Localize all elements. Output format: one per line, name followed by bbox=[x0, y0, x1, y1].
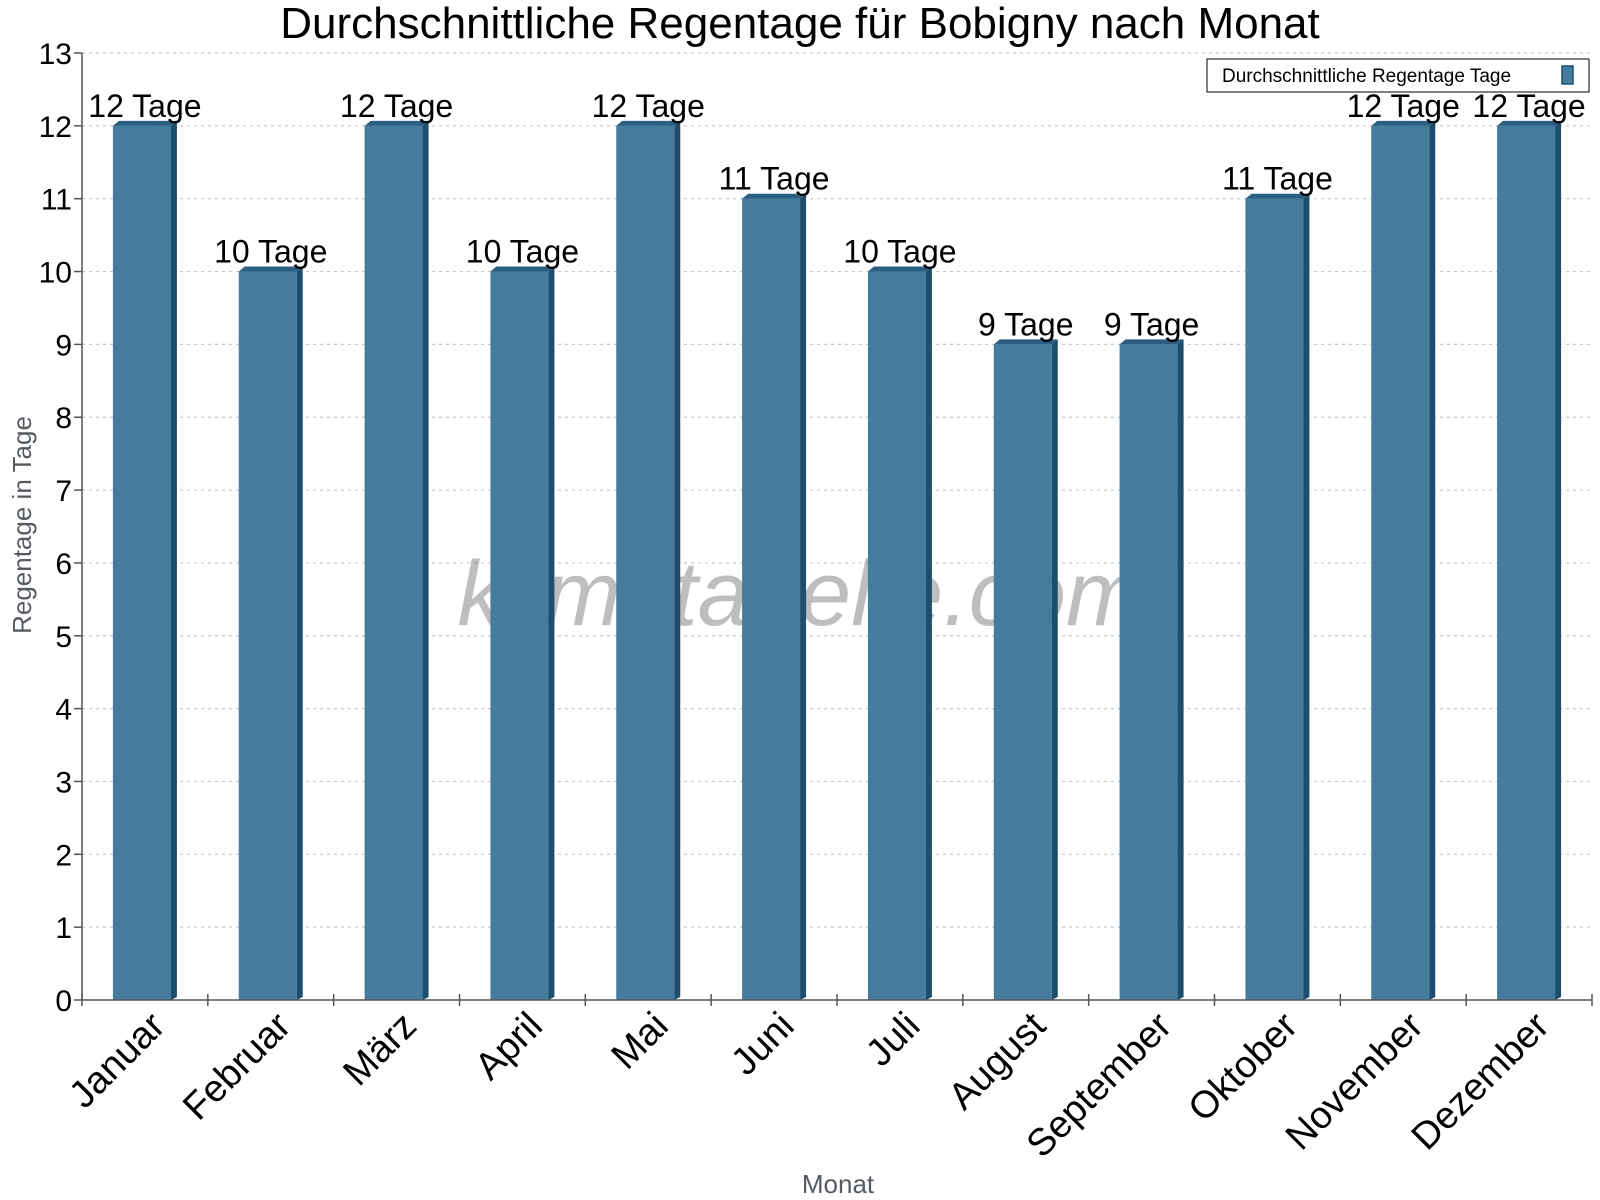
data-label: 12 Tage bbox=[340, 88, 453, 124]
data-labels: 12 Tage 10 Tage 12 Tage 10 Tage 12 Tage 11 Ta… bbox=[88, 88, 1585, 343]
x-tick-label: Dezember bbox=[1404, 1004, 1558, 1158]
bar-side bbox=[548, 266, 555, 1000]
bar-side bbox=[296, 266, 303, 1000]
bar-top bbox=[1245, 193, 1310, 199]
y-tick-label: 6 bbox=[55, 548, 72, 581]
y-axis-title: Regentage in Tage bbox=[7, 416, 37, 634]
data-label: 11 Tage bbox=[1222, 161, 1333, 197]
y-tick-label: 5 bbox=[55, 621, 72, 654]
y-tick-label: 8 bbox=[55, 402, 72, 435]
x-tick-label: Oktober bbox=[1181, 1004, 1307, 1130]
data-label: 9 Tage bbox=[1104, 306, 1200, 342]
x-tick-label: Januar bbox=[61, 1004, 173, 1116]
x-tick-label: Juli bbox=[858, 1005, 928, 1075]
bar-top bbox=[742, 193, 807, 199]
data-label: 9 Tage bbox=[978, 306, 1074, 342]
bar bbox=[742, 198, 801, 1000]
bar-top bbox=[867, 266, 932, 272]
bar bbox=[867, 271, 926, 1000]
grid-lines bbox=[82, 52, 1592, 928]
bar-top bbox=[1371, 120, 1436, 126]
bar bbox=[1119, 344, 1178, 1000]
bar-top bbox=[993, 339, 1058, 345]
bar-side bbox=[674, 120, 681, 1001]
x-tick-label: April bbox=[467, 1005, 550, 1088]
bar-top bbox=[364, 120, 429, 126]
data-label: 12 Tage bbox=[592, 88, 705, 124]
bar-top bbox=[1119, 339, 1184, 345]
y-tick-label: 11 bbox=[41, 184, 72, 217]
bar bbox=[616, 125, 675, 1001]
bar-side bbox=[422, 120, 429, 1001]
bar-top bbox=[238, 266, 303, 272]
legend-swatch bbox=[1561, 65, 1574, 85]
data-label: 12 Tage bbox=[1347, 88, 1460, 124]
bar-side bbox=[800, 193, 807, 1000]
bar-top bbox=[112, 120, 177, 126]
y-tick-label: 9 bbox=[55, 329, 72, 362]
bar-top bbox=[616, 120, 681, 126]
bar-series bbox=[112, 120, 1562, 1001]
y-tick-label: 13 bbox=[39, 38, 72, 71]
x-tick-label: Februar bbox=[175, 1004, 299, 1128]
data-label: 10 Tage bbox=[466, 234, 579, 270]
data-label: 10 Tage bbox=[214, 234, 327, 270]
bar bbox=[364, 125, 423, 1001]
y-tick-label: 0 bbox=[55, 985, 72, 1018]
bar bbox=[1371, 125, 1430, 1001]
bar-side bbox=[1303, 193, 1310, 1000]
bar-side bbox=[1051, 339, 1058, 1000]
legend[interactable]: Durchschnittliche Regentage Tage bbox=[1206, 58, 1590, 93]
x-axis-title: Monat bbox=[802, 1169, 875, 1199]
bar-side bbox=[1429, 120, 1436, 1001]
data-label: 12 Tage bbox=[88, 88, 201, 124]
bar-side bbox=[170, 120, 177, 1001]
y-tick-label: 7 bbox=[55, 475, 72, 508]
bar bbox=[490, 271, 549, 1000]
data-label: 11 Tage bbox=[719, 161, 830, 197]
x-tick-label: Mai bbox=[604, 1005, 677, 1078]
bar-side bbox=[925, 266, 932, 1000]
x-tick-label: März bbox=[336, 1005, 425, 1094]
bar bbox=[112, 125, 171, 1001]
data-label: 12 Tage bbox=[1472, 88, 1585, 124]
bar bbox=[1245, 198, 1304, 1000]
y-tick-label: 1 bbox=[55, 912, 72, 945]
bar-top bbox=[1497, 120, 1562, 126]
y-tick-label: 2 bbox=[55, 839, 72, 872]
bar bbox=[1497, 125, 1556, 1001]
y-tick-label: 12 bbox=[39, 111, 72, 144]
legend-box bbox=[1206, 58, 1590, 93]
x-tick-label: Juni bbox=[723, 1005, 802, 1084]
legend-label: Durchschnittliche Regentage Tage bbox=[1222, 66, 1511, 87]
bar-top bbox=[490, 266, 555, 272]
y-tick-label: 4 bbox=[55, 694, 72, 727]
x-tick-label: August bbox=[941, 1004, 1055, 1118]
bar-side bbox=[1555, 120, 1562, 1001]
bar bbox=[238, 271, 297, 1000]
bar-side bbox=[1177, 339, 1184, 1000]
bar bbox=[993, 344, 1052, 1000]
x-tick-label: November bbox=[1278, 1004, 1432, 1158]
y-tick-label: 3 bbox=[55, 766, 72, 799]
data-label: 10 Tage bbox=[843, 234, 956, 270]
chart-title: Durchschnittliche Regentage für Bobigny … bbox=[280, 0, 1320, 48]
y-tick-label: 10 bbox=[39, 257, 72, 290]
